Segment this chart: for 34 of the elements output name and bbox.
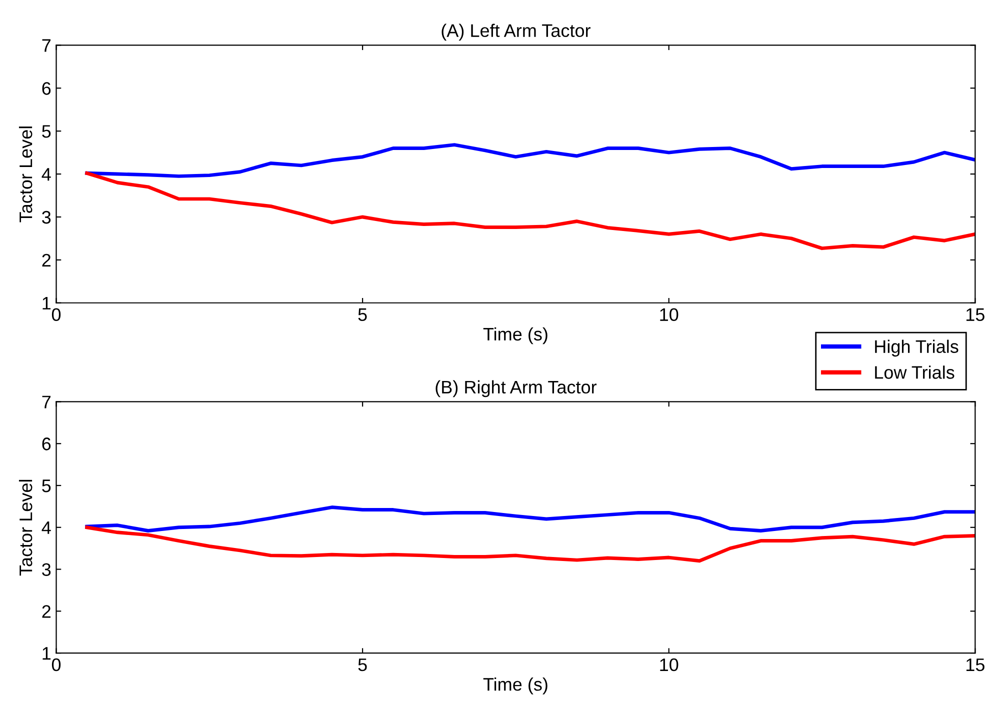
- y-tick-label: 1: [42, 647, 51, 660]
- chart-title: (B) Right Arm Tactor: [436, 380, 597, 398]
- legend-label: High Trials: [875, 340, 958, 357]
- y-axis-title: Tactor Level: [18, 126, 32, 222]
- y-tick-label: 7: [42, 396, 50, 408]
- y-tick-label: 6: [42, 438, 51, 450]
- y-tick-label: 5: [42, 125, 51, 138]
- x-tick-label: 15: [966, 658, 984, 672]
- x-axis-title: Time (s): [483, 327, 548, 344]
- y-tick-label: 4: [42, 168, 51, 181]
- y-tick-label: 3: [42, 210, 51, 224]
- y-tick-label: 5: [42, 480, 51, 492]
- x-tick-label: 5: [358, 308, 367, 321]
- x-axis-title: Time (s): [483, 678, 548, 694]
- legend-label: Low Trials: [875, 366, 954, 379]
- x-tick-label: 10: [660, 658, 678, 672]
- x-tick-label: 10: [660, 308, 678, 321]
- y-tick-label: 4: [42, 522, 51, 534]
- line-series: [85, 171, 976, 250]
- line-series: [85, 506, 976, 532]
- y-tick-label: 2: [42, 254, 50, 266]
- y-tick-label: 1: [42, 296, 51, 310]
- x-tick-label: 5: [358, 658, 367, 672]
- y-tick-label: 2: [42, 605, 50, 618]
- y-tick-label: 7: [42, 39, 50, 52]
- y-tick-label: 3: [42, 563, 51, 576]
- x-tick-label: 0: [52, 658, 61, 672]
- line-series: [85, 143, 976, 178]
- x-tick-label: 0: [52, 308, 61, 321]
- chart-title: (A) Left Arm Tactor: [442, 24, 591, 41]
- y-axis-title: Tactor Level: [18, 480, 32, 576]
- line-series: [85, 526, 976, 563]
- y-tick-label: 6: [42, 82, 51, 95]
- x-tick-label: 15: [966, 308, 984, 321]
